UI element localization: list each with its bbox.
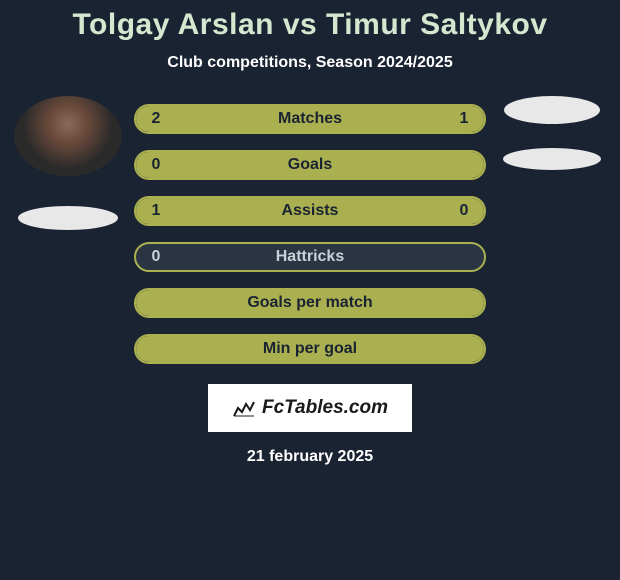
stat-label: Assists (176, 202, 444, 220)
player-left-column (14, 96, 122, 230)
stat-value-left: 2 (136, 110, 176, 128)
stat-value-left: 1 (136, 202, 176, 220)
page-subtitle: Club competitions, Season 2024/2025 (167, 54, 452, 72)
stat-row: 2Matches1 (134, 104, 486, 134)
brand-text: FcTables.com (262, 397, 388, 419)
stat-label: Min per goal (176, 340, 444, 358)
stat-row: 0Goals (134, 150, 486, 180)
stat-row-inner: Min per goal (136, 336, 484, 362)
brand-box[interactable]: FcTables.com (208, 384, 412, 432)
player-left-avatar (14, 96, 122, 176)
stats-column: 2Matches10Goals1Assists00HattricksGoals … (134, 96, 486, 364)
stat-row-inner: 1Assists0 (136, 198, 484, 224)
stat-value-left: 0 (136, 156, 176, 174)
stat-row-inner: 0Goals (136, 152, 484, 178)
stat-row: Min per goal (134, 334, 486, 364)
player-right-avatar-placeholder (504, 96, 600, 124)
player-right-column (498, 96, 606, 170)
stat-label: Goals per match (176, 294, 444, 312)
content-row: 2Matches10Goals1Assists00HattricksGoals … (0, 96, 620, 364)
stat-value-right: 1 (444, 110, 484, 128)
stat-label: Matches (176, 110, 444, 128)
stat-value-right: 0 (444, 202, 484, 220)
player-left-name-placeholder (18, 206, 118, 230)
stat-row-inner: 0Hattricks (136, 244, 484, 270)
page-title: Tolgay Arslan vs Timur Saltykov (72, 8, 547, 42)
brand-logo-icon (232, 398, 256, 418)
stat-row: Goals per match (134, 288, 486, 318)
stat-row-inner: 2Matches1 (136, 106, 484, 132)
player-right-name-placeholder (503, 148, 601, 170)
stat-row-inner: Goals per match (136, 290, 484, 316)
stat-label: Hattricks (176, 248, 444, 266)
stat-row: 0Hattricks (134, 242, 486, 272)
stat-row: 1Assists0 (134, 196, 486, 226)
stat-label: Goals (176, 156, 444, 174)
footer-date: 21 february 2025 (247, 448, 373, 466)
infographic-container: Tolgay Arslan vs Timur Saltykov Club com… (0, 0, 620, 580)
stat-value-left: 0 (136, 248, 176, 266)
